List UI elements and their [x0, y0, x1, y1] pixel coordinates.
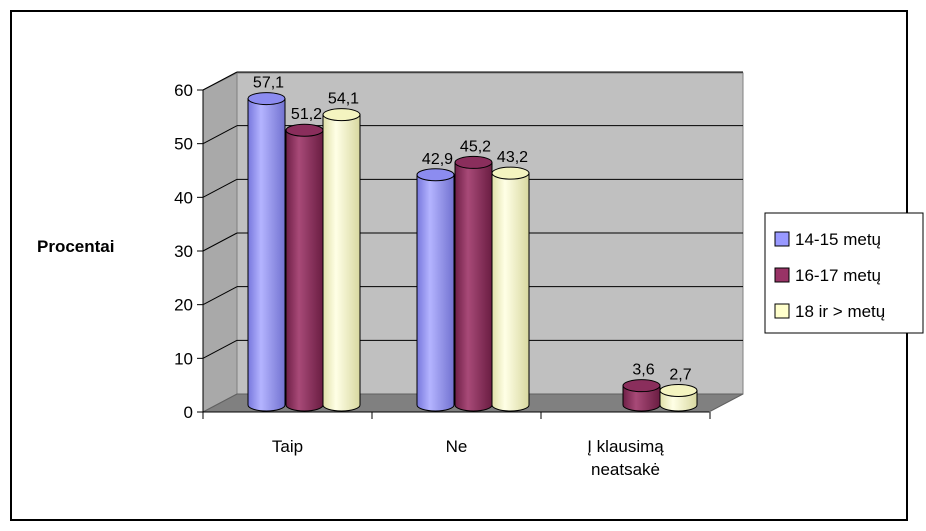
bar-top	[285, 123, 324, 137]
bar-top	[454, 155, 493, 169]
data-label: 57,1	[253, 75, 284, 92]
y-tick-label: 40	[174, 188, 193, 207]
data-label: 2,7	[669, 367, 691, 384]
legend-swatch	[774, 267, 790, 283]
legend: 14-15 metų 16-17 metų 18 ir > metų	[764, 212, 924, 334]
data-labels: 57,1 51,2 54,1 42,9 45,2 43,2 3,6 2,7	[253, 75, 692, 384]
bar-body	[491, 172, 530, 412]
gridline-side	[202, 286, 238, 306]
y-tick-label: 30	[174, 242, 193, 261]
data-label: 45,2	[460, 138, 491, 155]
gridline-side	[202, 71, 238, 91]
data-label: 43,2	[497, 149, 528, 166]
gridline-side	[202, 178, 238, 198]
bar-body	[416, 174, 455, 412]
data-label: 51,2	[291, 106, 322, 123]
y-tick-label: 0	[184, 403, 193, 422]
legend-swatch	[774, 231, 790, 247]
gridline-side	[202, 339, 238, 359]
legend-swatch	[774, 303, 790, 319]
y-tick-label: 20	[174, 296, 193, 315]
data-label: 42,9	[422, 151, 453, 168]
gridline-side	[202, 232, 238, 252]
bar-body	[247, 98, 286, 412]
bar-body	[322, 114, 361, 412]
bars	[247, 92, 698, 412]
y-tick-label: 60	[174, 81, 193, 100]
bar-top	[491, 166, 530, 180]
bar-top	[322, 108, 361, 122]
x-category-label: Taip	[272, 437, 303, 456]
gridline-side	[202, 125, 238, 145]
x-category-label: neatsakė	[591, 460, 660, 479]
bar-top	[659, 384, 698, 398]
legend-label: 14-15 metų	[795, 230, 881, 249]
bar-top	[247, 92, 286, 106]
bar-top	[416, 168, 455, 182]
x-category-label: Į klausimą	[587, 437, 664, 456]
bar-top	[622, 379, 661, 393]
y-tick-label: 50	[174, 135, 193, 154]
bar-body	[285, 129, 324, 412]
legend-box	[764, 212, 924, 334]
bar-body	[454, 161, 493, 412]
y-axis-title: Procentai	[37, 237, 114, 256]
y-tick-label: 10	[174, 349, 193, 368]
legend-label: 18 ir > metų	[795, 302, 885, 321]
y-ticks: 0 10 20 30 40 50 60	[174, 81, 203, 422]
data-label: 3,6	[632, 362, 654, 379]
x-ticks: Taip Ne Į klausimą neatsakė	[202, 412, 711, 479]
data-label: 54,1	[328, 91, 359, 108]
x-category-label: Ne	[446, 437, 468, 456]
legend-label: 16-17 metų	[795, 266, 881, 285]
